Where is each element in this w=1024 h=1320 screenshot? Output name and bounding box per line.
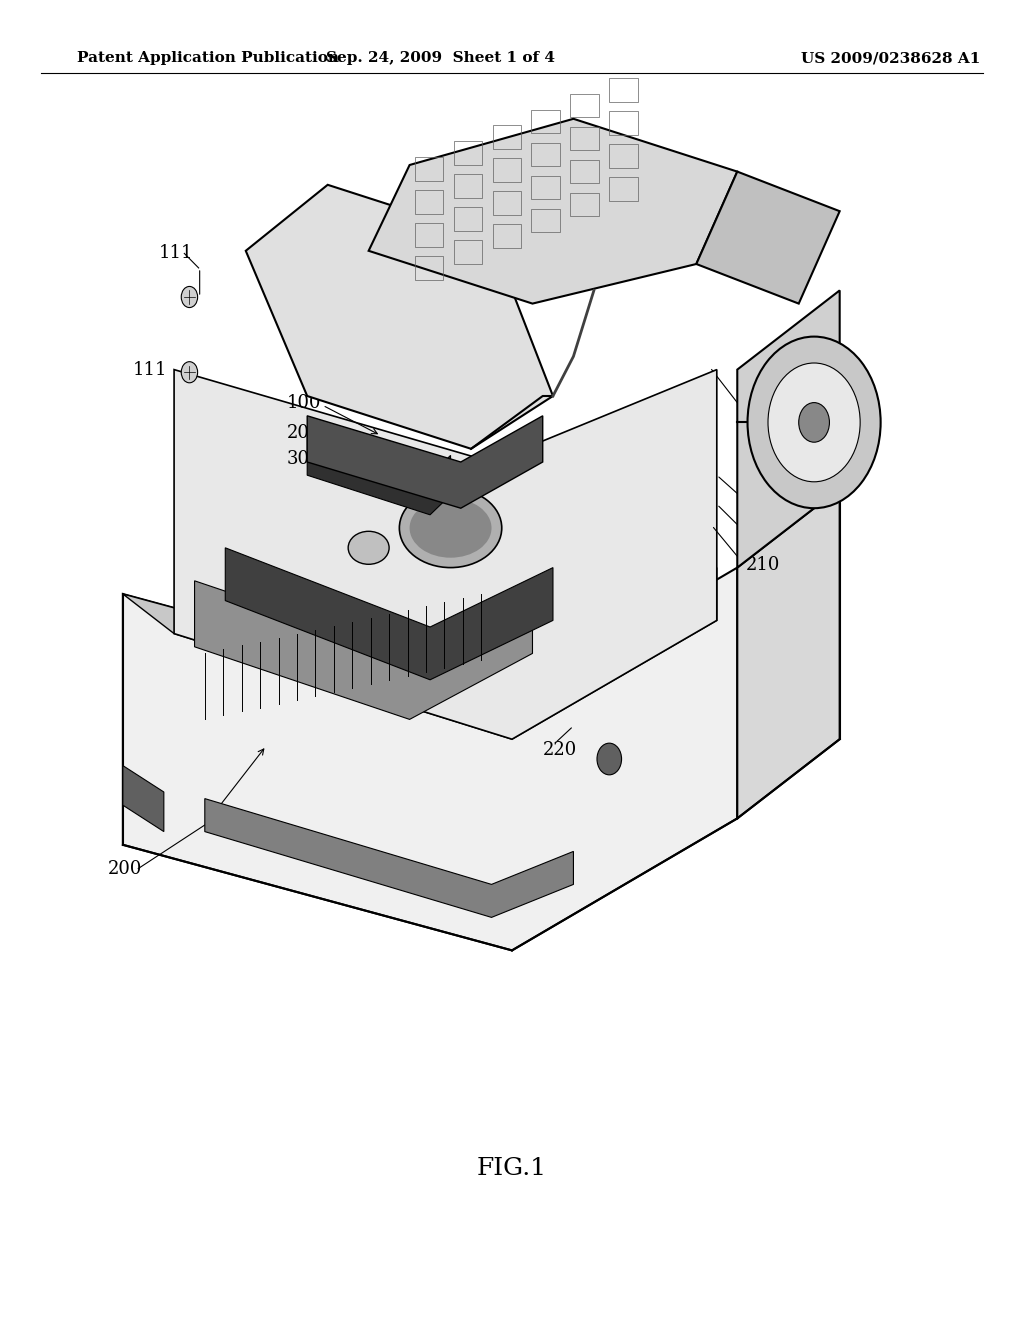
- Bar: [415, 157, 443, 181]
- Bar: [531, 209, 560, 232]
- Bar: [531, 110, 560, 133]
- Polygon shape: [205, 799, 573, 917]
- Text: 100: 100: [287, 393, 322, 412]
- Bar: [454, 240, 482, 264]
- Bar: [493, 158, 521, 182]
- Text: Sep. 24, 2009  Sheet 1 of 4: Sep. 24, 2009 Sheet 1 of 4: [326, 51, 555, 65]
- Bar: [493, 125, 521, 149]
- Polygon shape: [369, 119, 737, 304]
- Bar: [493, 224, 521, 248]
- Circle shape: [181, 362, 198, 383]
- Bar: [609, 144, 638, 168]
- Polygon shape: [696, 172, 840, 304]
- Text: 20: 20: [287, 424, 309, 442]
- Polygon shape: [246, 185, 553, 449]
- Ellipse shape: [399, 488, 502, 568]
- Bar: [415, 256, 443, 280]
- Text: 220: 220: [543, 741, 577, 759]
- Bar: [493, 191, 521, 215]
- Polygon shape: [123, 568, 717, 739]
- Text: 11: 11: [745, 521, 768, 540]
- Bar: [609, 78, 638, 102]
- Bar: [609, 177, 638, 201]
- Text: 200: 200: [108, 859, 142, 878]
- Text: 111: 111: [133, 360, 168, 379]
- Bar: [570, 94, 599, 117]
- Bar: [454, 207, 482, 231]
- Bar: [454, 141, 482, 165]
- Text: 210: 210: [745, 556, 780, 574]
- Bar: [415, 223, 443, 247]
- Circle shape: [181, 286, 198, 308]
- Polygon shape: [737, 488, 840, 818]
- Text: 111: 111: [159, 244, 194, 263]
- Polygon shape: [307, 436, 451, 515]
- Ellipse shape: [410, 498, 492, 557]
- Bar: [454, 174, 482, 198]
- Text: Patent Application Publication: Patent Application Publication: [77, 51, 339, 65]
- Polygon shape: [307, 416, 543, 508]
- Polygon shape: [174, 370, 717, 739]
- Text: FIG.1: FIG.1: [477, 1156, 547, 1180]
- Circle shape: [799, 403, 829, 442]
- Circle shape: [748, 337, 881, 508]
- Ellipse shape: [348, 532, 389, 565]
- Text: US 2009/0238628 A1: US 2009/0238628 A1: [801, 51, 981, 65]
- Polygon shape: [225, 548, 553, 680]
- Bar: [531, 176, 560, 199]
- Circle shape: [768, 363, 860, 482]
- Polygon shape: [123, 568, 737, 950]
- Polygon shape: [123, 766, 164, 832]
- Circle shape: [597, 743, 622, 775]
- Text: 30: 30: [287, 450, 309, 469]
- Polygon shape: [737, 290, 840, 568]
- Polygon shape: [195, 581, 532, 719]
- Bar: [415, 190, 443, 214]
- Text: 13: 13: [745, 490, 768, 508]
- Text: 40: 40: [745, 411, 768, 429]
- Bar: [570, 193, 599, 216]
- Bar: [531, 143, 560, 166]
- Bar: [570, 127, 599, 150]
- Bar: [570, 160, 599, 183]
- Text: 10: 10: [501, 180, 523, 198]
- Bar: [609, 111, 638, 135]
